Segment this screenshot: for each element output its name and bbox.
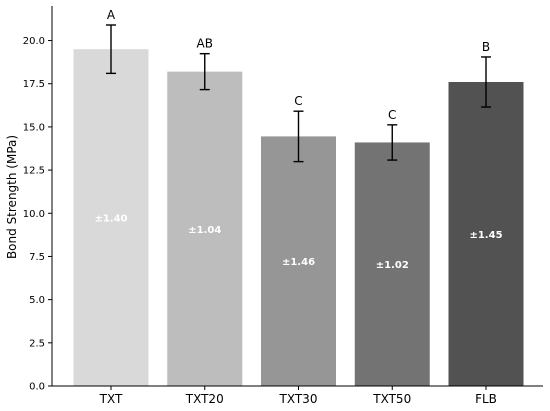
significance-label-txt: A bbox=[107, 8, 116, 22]
sd-label-flb: ±1.45 bbox=[469, 230, 502, 241]
sd-label-txt50: ±1.02 bbox=[376, 260, 409, 271]
bar-txt20 bbox=[167, 71, 243, 387]
y-tick-label: 17.5 bbox=[23, 79, 45, 90]
y-tick-label: 12.5 bbox=[23, 166, 45, 177]
sd-label-txt: ±1.40 bbox=[94, 214, 127, 225]
x-tick-label-flb: FLB bbox=[475, 392, 497, 406]
x-tick-label-txt50: TXT50 bbox=[372, 392, 411, 406]
bar-txt bbox=[73, 49, 149, 386]
y-tick-label: 10.0 bbox=[23, 209, 45, 220]
plot-area: A ±1.40 TXT AB ±1.04 TXT20 C ±1.46 TXT30 C ±1.02 TX… bbox=[23, 6, 543, 406]
x-tick-label-txt: TXT bbox=[99, 392, 123, 406]
sd-label-txt30: ±1.46 bbox=[282, 257, 315, 268]
bar-flb bbox=[448, 82, 524, 386]
y-tick-label: 5.0 bbox=[29, 295, 45, 306]
y-tick-label: 0.0 bbox=[29, 382, 45, 393]
significance-label-txt30: C bbox=[294, 94, 302, 108]
x-tick-label-txt20: TXT20 bbox=[185, 392, 224, 406]
y-tick-label: 7.5 bbox=[29, 252, 45, 263]
bar-txt30 bbox=[261, 136, 336, 386]
y-tick-label: 20.0 bbox=[23, 36, 45, 47]
y-tick-label: 15.0 bbox=[23, 122, 45, 133]
y-axis-title: Bond Strength (MPa) bbox=[5, 135, 19, 259]
significance-label-txt50: C bbox=[388, 108, 396, 122]
sd-label-txt20: ±1.04 bbox=[188, 225, 221, 236]
x-tick-label-txt30: TXT30 bbox=[279, 392, 318, 406]
significance-label-txt20: AB bbox=[197, 37, 213, 51]
significance-label-flb: B bbox=[482, 40, 490, 54]
y-tick-label: 2.5 bbox=[29, 338, 45, 349]
bar-txt50 bbox=[354, 142, 430, 386]
